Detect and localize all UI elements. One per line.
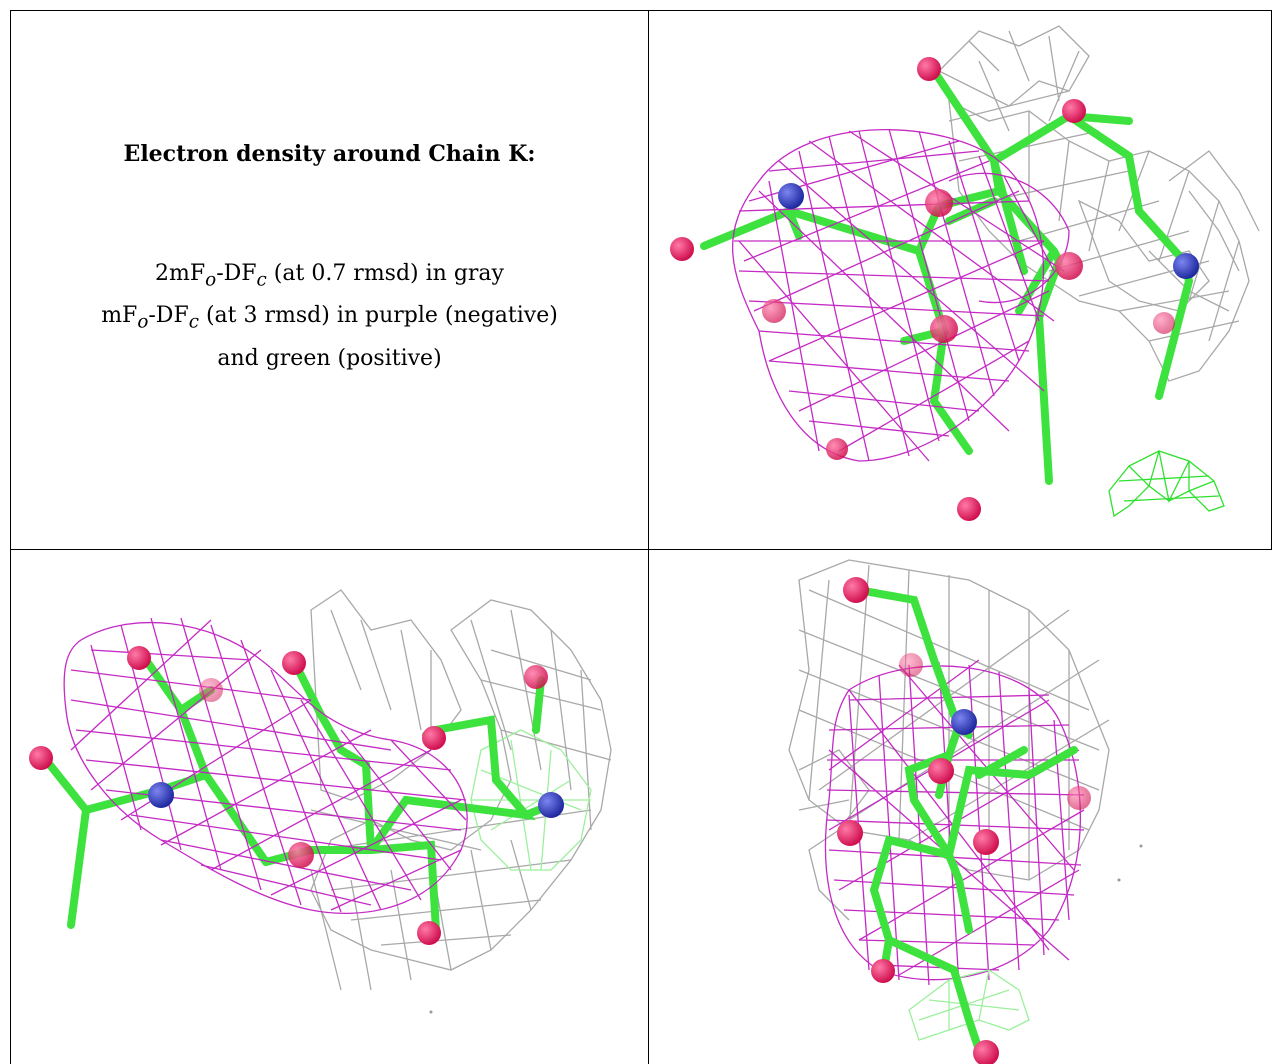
table-middle-rule (10, 549, 1272, 550)
caption-line-green: and green (positive) (217, 345, 442, 371)
negative-density-mesh (732, 128, 1070, 462)
molecule-atoms (29, 646, 564, 945)
caption-line-gray: 2mFo-DFc (at 0.7 rmsd) in gray (155, 261, 504, 291)
negative-density-mesh (63, 617, 468, 915)
molecule-bonds (855, 586, 1078, 1054)
table-center-rule (648, 10, 649, 1064)
positive-density-mesh (470, 729, 592, 871)
caption-line-purple: mFo-DFc (at 3 rmsd) in purple (negative) (101, 303, 558, 333)
panel-bottom-left (29, 589, 612, 1014)
panel-bottom-right (788, 559, 1143, 1064)
gray-density-mesh (788, 559, 1110, 921)
table-left-rule (10, 10, 11, 1064)
molecule-bonds (700, 67, 1194, 485)
table-top-rule (10, 10, 1272, 11)
positive-density-mesh (908, 969, 1030, 1041)
molecule-atoms (670, 57, 1199, 521)
caption-cell: Electron density around Chain K: 2mFo-DF… (11, 11, 648, 549)
caption-text: 2mFo-DFc (at 0.7 rmsd) in gray mFo-DFc (… (11, 256, 648, 377)
caption-title: Electron density around Chain K: (123, 141, 536, 167)
table-right-rule (1271, 10, 1272, 550)
panel-top-right (670, 25, 1260, 521)
molecule-atoms (837, 577, 1091, 1064)
positive-density-mesh (1108, 450, 1225, 518)
